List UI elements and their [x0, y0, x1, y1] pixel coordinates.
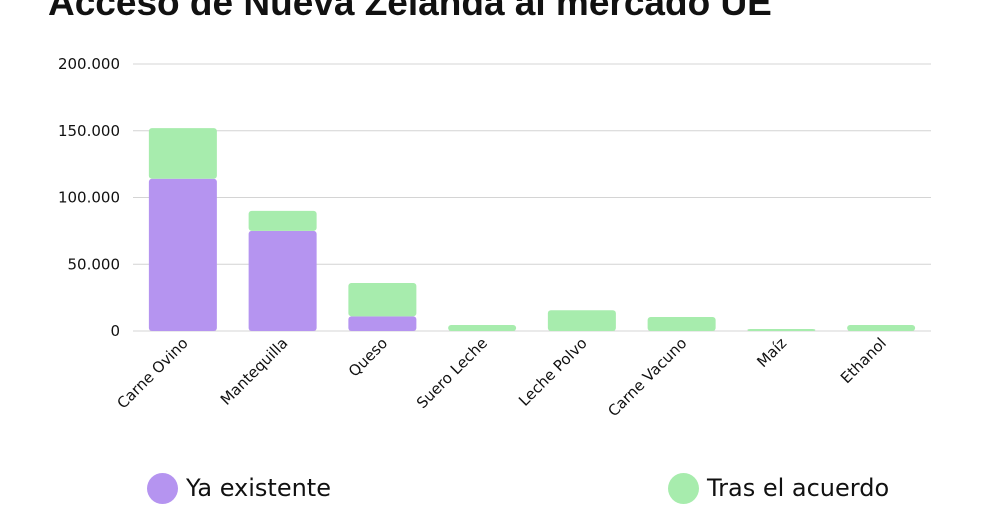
legend-item-ya-existente[interactable]: Ya existente [147, 471, 331, 505]
x-tick-label-mantequilla: Mantequilla [217, 334, 292, 409]
bar-queso-ya-existente[interactable] [348, 316, 417, 331]
y-tick-label: 150.000 [58, 122, 120, 140]
bar-mantequilla-tras-el-acuerdo[interactable] [248, 210, 317, 231]
legend-item-tras-el-acuerdo[interactable]: Tras el acuerdo [668, 471, 889, 505]
bars [148, 128, 916, 331]
x-tick-label-ethanol: Ethanol [837, 334, 890, 387]
y-tick-label: 0 [110, 322, 120, 340]
x-tick-label-leche-polvo: Leche Polvo [515, 334, 591, 410]
legend-label-ya-existente: Ya existente [186, 474, 331, 502]
x-tick-label-carne-ovino: Carne Ovino [113, 334, 191, 412]
bar-carne-vacuno-tras-el-acuerdo[interactable] [647, 316, 716, 331]
bar-ethanol-tras-el-acuerdo[interactable] [847, 324, 916, 331]
y-tick-label: 200.000 [58, 55, 120, 73]
y-tick-label: 100.000 [58, 189, 120, 207]
bar-leche-polvo-tras-el-acuerdo[interactable] [547, 310, 616, 331]
bar-queso-tras-el-acuerdo[interactable] [348, 282, 417, 317]
bar-suero-leche-tras-el-acuerdo[interactable] [448, 324, 517, 331]
x-tick-label-maiz: Maíz [753, 334, 790, 371]
bar-carne-ovino-ya-existente[interactable] [148, 178, 217, 331]
bar-carne-ovino-tras-el-acuerdo[interactable] [148, 128, 217, 179]
y-axis-ticks: 0 50.000 100.000 150.000 200.000 [58, 55, 120, 340]
x-tick-label-suero-leche: Suero Leche [413, 334, 491, 412]
x-tick-label-carne-vacuno: Carne Vacuno [604, 334, 690, 420]
chart-title: Acceso de Nueva Zelanda al mercado UE [48, 0, 772, 23]
legend-label-tras-el-acuerdo: Tras el acuerdo [707, 474, 890, 502]
y-tick-label: 50.000 [68, 255, 121, 273]
x-axis-ticks: Carne Ovino Mantequilla Queso Suero Leche Le… [113, 334, 889, 420]
legend-swatch-tras-el-acuerdo [668, 472, 699, 504]
legend-swatch-ya-existente [147, 472, 178, 504]
x-tick-label-queso: Queso [345, 334, 391, 380]
bar-mantequilla-ya-existente[interactable] [248, 230, 317, 331]
bar-maiz-tras-el-acuerdo[interactable] [747, 328, 816, 331]
